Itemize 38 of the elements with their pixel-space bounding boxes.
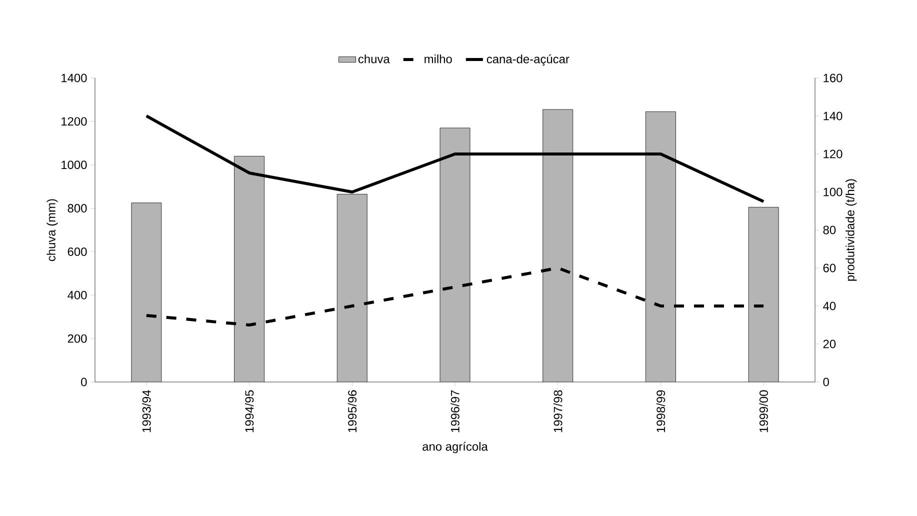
y2-tick-label: 0	[823, 378, 829, 386]
y-tick-label: 800	[68, 204, 87, 213]
bar	[646, 112, 676, 382]
line-series	[144, 266, 766, 326]
y-tick-label: 1400	[62, 74, 87, 82]
y2-tick-label: 100	[824, 188, 842, 196]
x-tick-label: 1996/97	[450, 390, 460, 432]
x-tick-label: 1998/99	[656, 390, 666, 432]
legend-label: chuva	[358, 54, 390, 64]
bar	[131, 202, 162, 382]
bar	[542, 109, 573, 382]
bar	[440, 128, 470, 382]
y2-axis-title: produtividade (t/ha)	[846, 179, 857, 281]
x-tick-label: 1995/96	[348, 390, 357, 432]
legend-label: milho	[424, 54, 452, 64]
y-tick-label: 600	[68, 247, 87, 256]
x-tick-label: 1997/98	[553, 390, 562, 432]
legend-label: cana-de-açúcar	[486, 54, 570, 66]
x-tick-label: 1999/00	[759, 390, 768, 432]
y-tick-label: 1000	[62, 160, 87, 170]
x-tick-label: 1994/95	[244, 390, 254, 432]
bar	[234, 156, 264, 382]
y-axis-title: chuva (mm)	[46, 199, 58, 262]
y2-tick-label: 160	[824, 74, 842, 82]
x-axis-title: ano agrícola	[422, 442, 488, 454]
y2-tick-label: 40	[823, 302, 836, 310]
y-tick-label: 400	[68, 290, 87, 300]
y-tick-label: 200	[68, 334, 87, 343]
y2-tick-label: 120	[824, 150, 842, 158]
y-tick-label: 0	[81, 378, 87, 386]
y2-tick-label: 20	[823, 340, 836, 348]
x-tick-label: 1993/94	[142, 390, 151, 432]
bar	[337, 194, 368, 382]
y2-tick-label: 80	[823, 226, 836, 234]
bar	[748, 206, 779, 382]
y2-tick-label: 140	[824, 112, 842, 120]
y-tick-label: 1200	[62, 117, 87, 126]
y2-tick-label: 60	[823, 264, 836, 272]
